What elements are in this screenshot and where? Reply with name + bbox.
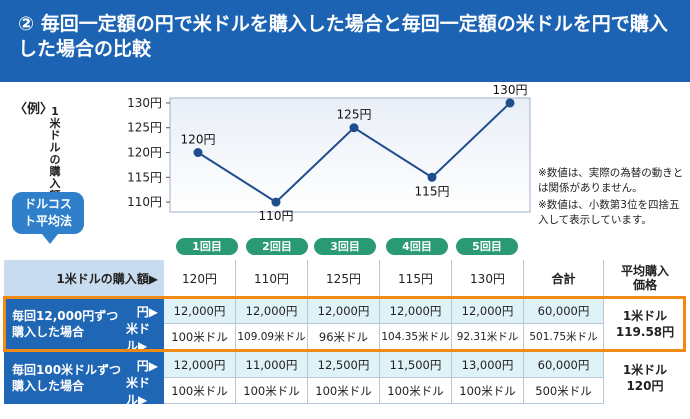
y-tick-label: 115円 <box>127 170 162 184</box>
group-a-average: 1米ドル 119.58円 <box>604 298 686 350</box>
y-tick-label: 110円 <box>127 195 162 209</box>
header-purchase-price-label: 1米ドルの購入額▶ <box>4 260 164 296</box>
group-a-usd-label: 米ドル▶ <box>126 322 164 353</box>
notes: ※数値は、実際の為替の動きとは関係がありません。 ※数値は、小数第3位を四捨五入… <box>538 166 688 228</box>
table-cell: 12,000円 <box>380 298 452 324</box>
table-cell: 12,000円 <box>308 298 380 324</box>
group-b-usd-label: 米ドル▶ <box>126 376 164 407</box>
group-a-label: 毎回12,000円ずつ購入した場合 <box>4 298 126 350</box>
table-cell: 104.35米ドル <box>380 324 452 350</box>
data-label: 125円 <box>337 108 372 122</box>
table-cell: 60,000円 <box>524 298 604 324</box>
chart-svg: 110円 115円 120円 125円 130円 120円 110円 125円 115円 130円 <box>127 83 531 223</box>
table-cell: 500米ドル <box>524 378 604 404</box>
table-cell: 12,000円 <box>236 298 308 324</box>
table-cell: 100米ドル <box>164 378 236 404</box>
group-a-average-price: 119.58円 <box>615 325 675 339</box>
data-point <box>349 123 359 133</box>
plot-area <box>169 97 531 213</box>
table-cell: 100米ドル <box>236 378 308 404</box>
table-cell: 501.75米ドル <box>524 324 604 350</box>
table-cell: 100米ドル <box>164 324 236 350</box>
data-point <box>193 148 203 158</box>
round-pill-4: 4回目 <box>386 238 448 255</box>
header-price-1: 120円 <box>164 260 236 296</box>
group-b-label: 毎回100米ドルずつ購入した場合 <box>4 352 126 404</box>
group-b-yen-row: 12,000円 11,000円 12,500円 11,500円 13,000円 … <box>164 352 686 378</box>
table-cell: 100米ドル <box>452 378 524 404</box>
round-pill-3: 3回目 <box>314 238 376 255</box>
header-price-5: 130円 <box>452 260 524 296</box>
data-point <box>505 98 515 108</box>
group-b-average-price: 120円 <box>626 379 664 393</box>
table-cell: 11,000円 <box>236 352 308 378</box>
header-average: 平均購入価格 <box>620 264 669 292</box>
round-pill-2: 2回目 <box>246 238 308 255</box>
header-banner: ② 毎回一定額の円で米ドルを購入した場合と毎回一定額の米ドルを円で購入した場合の… <box>0 0 690 82</box>
y-tick-label: 130円 <box>127 96 162 110</box>
y-tick-label: 120円 <box>127 146 162 160</box>
data-label: 110円 <box>259 209 294 223</box>
group-b-yen-label: 円▶ <box>126 352 164 378</box>
header-price-4: 115円 <box>380 260 452 296</box>
table-cell: 109.09米ドル <box>236 324 308 350</box>
table-cell: 12,000円 <box>452 298 524 324</box>
header-price-2: 110円 <box>236 260 308 296</box>
data-label: 120円 <box>181 133 216 147</box>
data-point <box>427 172 437 182</box>
table-cell: 12,000円 <box>164 298 236 324</box>
data-label: 130円 <box>493 83 528 97</box>
group-a-yen-label: 円▶ <box>126 298 164 324</box>
data-label: 115円 <box>415 184 450 198</box>
table-cell: 100米ドル <box>380 378 452 404</box>
group-b-average: 1米ドル 120円 <box>604 352 686 404</box>
example-label: 〈例〉 <box>14 102 54 117</box>
table-cell: 13,000円 <box>452 352 524 378</box>
table-cell: 12,500円 <box>308 352 380 378</box>
group-a-average-unit: 1米ドル <box>622 309 668 323</box>
group-a-usd-row: 100米ドル 109.09米ドル 96米ドル 104.35米ドル 92.31米ド… <box>164 324 686 350</box>
table-cell: 12,000円 <box>164 352 236 378</box>
round-pill-1: 1回目 <box>176 238 238 255</box>
data-point <box>271 197 281 207</box>
table-cell: 100米ドル <box>308 378 380 404</box>
line-chart: 110円 115円 120円 125円 130円 120円 110円 125円 115円 130円 <box>70 83 540 230</box>
group-a-yen-row: 12,000円 12,000円 12,000円 12,000円 12,000円 … <box>164 298 686 324</box>
y-tick-label: 125円 <box>127 121 162 135</box>
table-header-row: 1米ドルの購入額▶ 120円 110円 125円 115円 130円 合計 平均… <box>4 260 686 296</box>
note-1: ※数値は、実際の為替の動きとは関係がありません。 <box>538 167 684 194</box>
page-title: ② 毎回一定額の円で米ドルを購入した場合と毎回一定額の米ドルを円で購入した場合の… <box>18 13 668 60</box>
group-b-average-unit: 1米ドル <box>622 363 668 377</box>
round-pill-5: 5回目 <box>456 238 518 255</box>
comparison-table: 1米ドルの購入額▶ 120円 110円 125円 115円 130円 合計 平均… <box>4 260 686 416</box>
dollar-cost-averaging-badge: ドルコスト平均法 <box>12 192 84 244</box>
group-b-usd-row: 100米ドル 100米ドル 100米ドル 100米ドル 100米ドル 500米ド… <box>164 378 686 404</box>
header-total: 合計 <box>524 260 604 296</box>
y-axis-label: 1米ドルの購入額 <box>49 105 61 202</box>
header-price-3: 125円 <box>308 260 380 296</box>
table-cell: 11,500円 <box>380 352 452 378</box>
table-cell: 96米ドル <box>308 324 380 350</box>
table-cell: 92.31米ドル <box>452 324 524 350</box>
note-2: ※数値は、小数第3位を四捨五入して表示しています。 <box>538 199 680 226</box>
table-cell: 60,000円 <box>524 352 604 378</box>
